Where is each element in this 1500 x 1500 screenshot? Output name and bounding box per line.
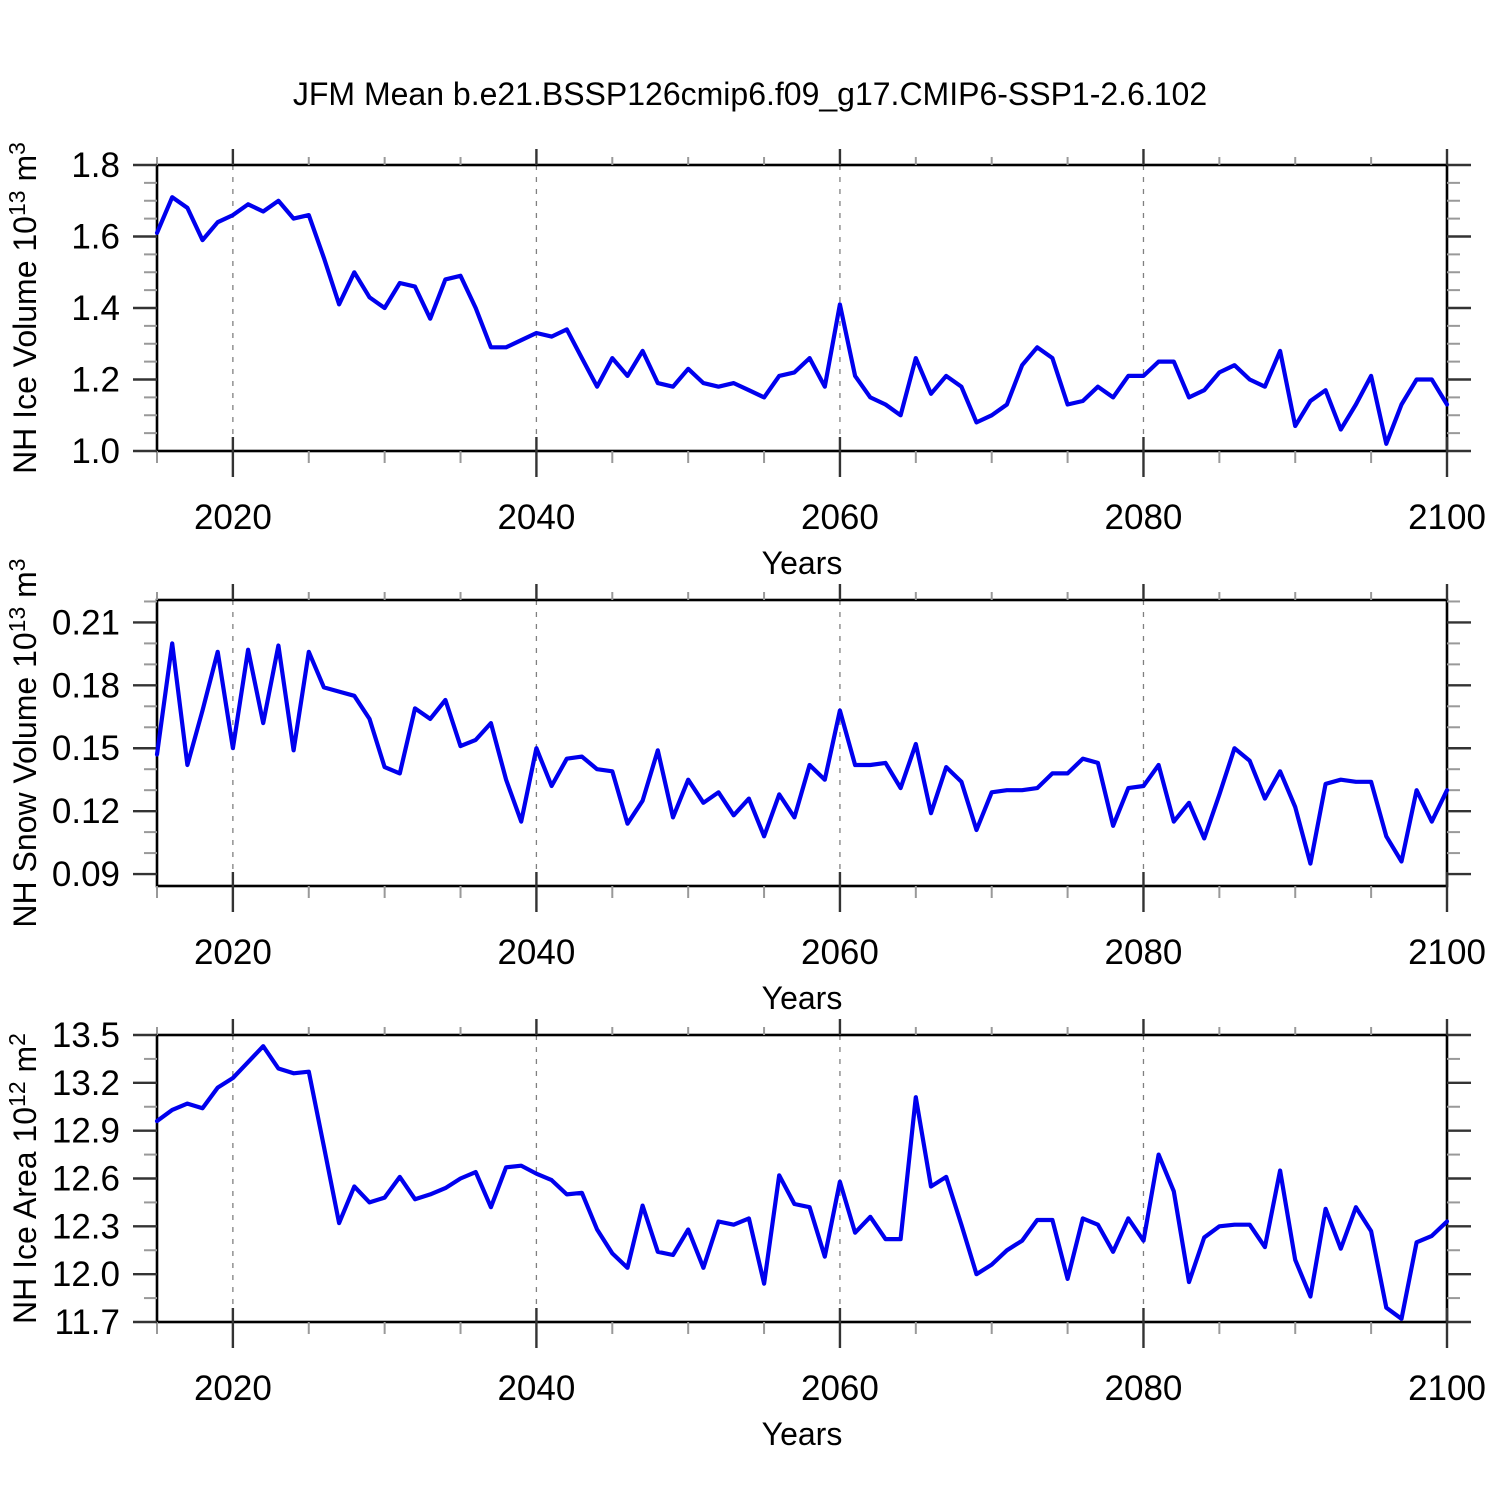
- x-tick-label: 2060: [801, 1369, 879, 1408]
- y-axis-ticks: [133, 163, 1471, 453]
- gridlines: [232, 600, 1145, 886]
- gridlines: [232, 165, 1145, 451]
- x-axis-title: Years: [762, 1416, 843, 1452]
- gridlines: [232, 1035, 1145, 1322]
- x-tick-label: 2040: [497, 933, 575, 972]
- y-tick-label: 0.15: [52, 729, 120, 768]
- y-axis-ticks: [133, 1033, 1471, 1324]
- y-tick-label: 13.5: [52, 1016, 120, 1055]
- panel-nh-ice-volume: 2020 2040 2060 2080 2100 Years 1.0 1.2 1.4 1.6 1.8…: [4, 142, 1486, 581]
- x-tick-label: 2080: [1105, 498, 1183, 537]
- y-tick-label: 0.12: [52, 792, 120, 831]
- y-tick-label: 1.2: [71, 361, 120, 400]
- y-tick-label: 1.6: [71, 218, 120, 257]
- plot-frame: [155, 163, 1449, 453]
- x-tick-label: 2100: [1408, 933, 1486, 972]
- x-tick-label: 2040: [497, 1369, 575, 1408]
- y-tick-label: 13.2: [52, 1064, 120, 1103]
- plots-group: 2020 2040 2060 2080 2100 Years 1.0 1.2 1.4 1.6 1.8…: [4, 142, 1486, 1452]
- y-tick-label: 0.09: [52, 855, 120, 894]
- x-axis-ticks: [156, 1019, 1449, 1348]
- x-tick-label: 2020: [194, 498, 272, 537]
- y-tick-label: 1.4: [71, 289, 120, 328]
- y-tick-label: 12.3: [52, 1207, 120, 1246]
- x-tick-label: 2060: [801, 933, 879, 972]
- y-tick-label: 12.0: [52, 1255, 120, 1294]
- y-tick-label: 1.8: [71, 146, 120, 185]
- x-tick-label: 2020: [194, 1369, 272, 1408]
- y-tick-label: 1.0: [71, 432, 120, 471]
- x-tick-label: 2020: [194, 933, 272, 972]
- y-tick-label: 11.7: [54, 1303, 120, 1342]
- y-tick-label: 0.18: [52, 666, 120, 705]
- x-tick-label: 2060: [801, 498, 879, 537]
- y-axis-title: NH Snow Volume 1013 m3: [4, 558, 43, 927]
- y-axis-title: NH Ice Area 1012 m2: [4, 1033, 43, 1324]
- x-axis-title: Years: [762, 545, 843, 581]
- x-tick-label: 2040: [497, 498, 575, 537]
- chart-title: JFM Mean b.e21.BSSP126cmip6.f09_g17.CMIP…: [293, 76, 1207, 112]
- x-axis-ticks: [156, 149, 1449, 477]
- x-tick-label: 2080: [1105, 933, 1183, 972]
- y-axis-title: NH Ice Volume 1013 m3: [4, 142, 43, 474]
- x-tick-label: 2100: [1408, 498, 1486, 537]
- panel-nh-snow-volume: 2020 2040 2060 2080 2100 Years 0.09 0.12 0.15 0.1…: [4, 558, 1486, 1016]
- x-axis-ticks: [156, 584, 1449, 912]
- data-line-nh-snow-volume: [154, 641, 1450, 866]
- data-line-nh-ice-area: [154, 1044, 1450, 1321]
- panel-nh-ice-area: 2020 2040 2060 2080 2100 Years 11.7 12.0 12.3 12.…: [4, 1016, 1486, 1452]
- x-tick-label: 2080: [1105, 1369, 1183, 1408]
- x-tick-label: 2100: [1408, 1369, 1486, 1408]
- y-tick-label: 0.21: [52, 603, 120, 642]
- y-axis-ticks: [133, 600, 1471, 876]
- y-tick-label: 12.6: [52, 1160, 120, 1199]
- y-tick-label: 12.9: [52, 1112, 120, 1151]
- x-axis-title: Years: [762, 980, 843, 1016]
- data-line-nh-ice-volume: [154, 195, 1450, 446]
- plot-frame: [155, 598, 1449, 888]
- plot-frame: [155, 1033, 1449, 1324]
